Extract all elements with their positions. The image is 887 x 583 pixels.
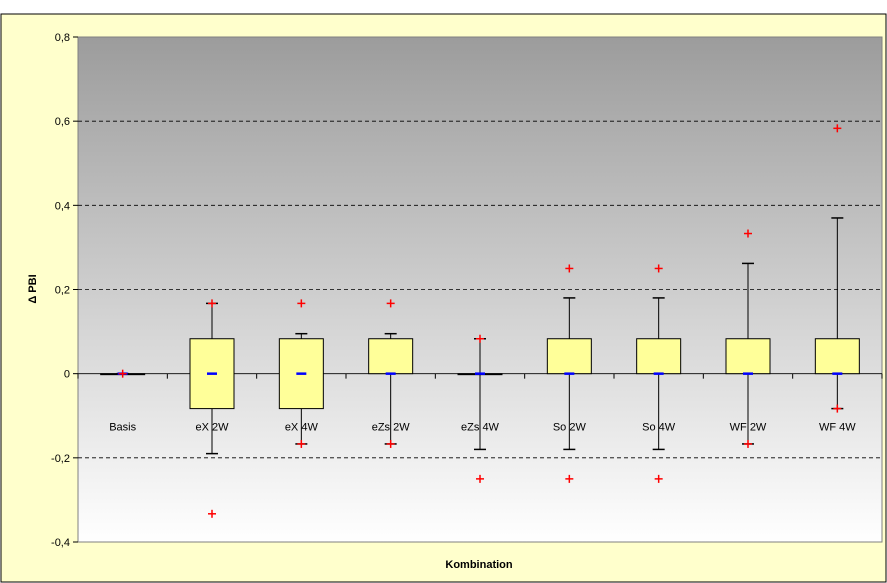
- category-label: eX 4W: [285, 421, 319, 433]
- outlier-marker: [386, 439, 395, 448]
- y-tick-label: 0,2: [55, 285, 70, 297]
- boxes: [100, 124, 860, 518]
- box-iqr: [725, 338, 771, 375]
- y-tick-label: 0: [64, 369, 70, 381]
- y-tick-label: 0,4: [55, 200, 70, 212]
- category-label: WF 4W: [819, 421, 856, 433]
- y-axis-title: Δ PBI: [27, 274, 39, 303]
- box-so-4w: [636, 264, 682, 483]
- outlier-marker: [565, 264, 574, 273]
- y-tick-label: -0,4: [51, 537, 70, 549]
- box-ezs-4w: [457, 334, 503, 483]
- category-label: eX 2W: [195, 421, 229, 433]
- outlier-marker: [476, 474, 484, 483]
- outlier-marker: [208, 299, 216, 308]
- x-axis-title: Kombination: [445, 559, 512, 571]
- outlier-marker: [118, 369, 127, 378]
- box-iqr: [546, 338, 592, 375]
- box-iqr: [368, 338, 414, 375]
- outlier-marker: [297, 439, 306, 448]
- box-basis: [100, 369, 146, 378]
- outlier-marker: [476, 334, 484, 343]
- y-axis-ticks: -0,4 -0,2 0 0,2 0,4 0,6 0,8: [51, 32, 883, 549]
- category-label: eZs 4W: [461, 421, 500, 433]
- box-so-2w: [546, 264, 592, 483]
- box-ex-2w: [189, 299, 235, 518]
- category-label: Basis: [109, 421, 136, 433]
- outlier-marker: [833, 404, 842, 413]
- category-label: So 4W: [642, 421, 676, 433]
- outlier-marker: [208, 509, 216, 518]
- y-tick-label: 0,6: [55, 116, 70, 128]
- outlier-marker: [386, 299, 395, 308]
- outlier-marker: [297, 299, 306, 308]
- y-tick-label: 0,8: [55, 32, 70, 44]
- box-iqr: [636, 338, 682, 375]
- outlier-marker: [654, 474, 663, 483]
- outlier-marker: [744, 439, 752, 448]
- outlier-marker: [654, 264, 663, 273]
- box-iqr: [814, 338, 860, 375]
- outlier-marker: [744, 229, 752, 238]
- box-wf-2w: [725, 229, 771, 448]
- category-label: WF 2W: [730, 421, 767, 433]
- outlier-marker: [565, 474, 574, 483]
- box-wf-4w: [814, 124, 860, 413]
- category-labels: Basis eX 2W eX 4W eZs 2W eZs 4W So 2W So 4W WF …: [109, 421, 856, 433]
- category-label: eZs 2W: [372, 421, 411, 433]
- box-ezs-2w: [368, 299, 414, 448]
- box-ex-4w: [278, 299, 324, 448]
- outlier-marker: [833, 124, 842, 133]
- y-tick-label: -0,2: [51, 453, 70, 465]
- category-label: So 2W: [553, 421, 587, 433]
